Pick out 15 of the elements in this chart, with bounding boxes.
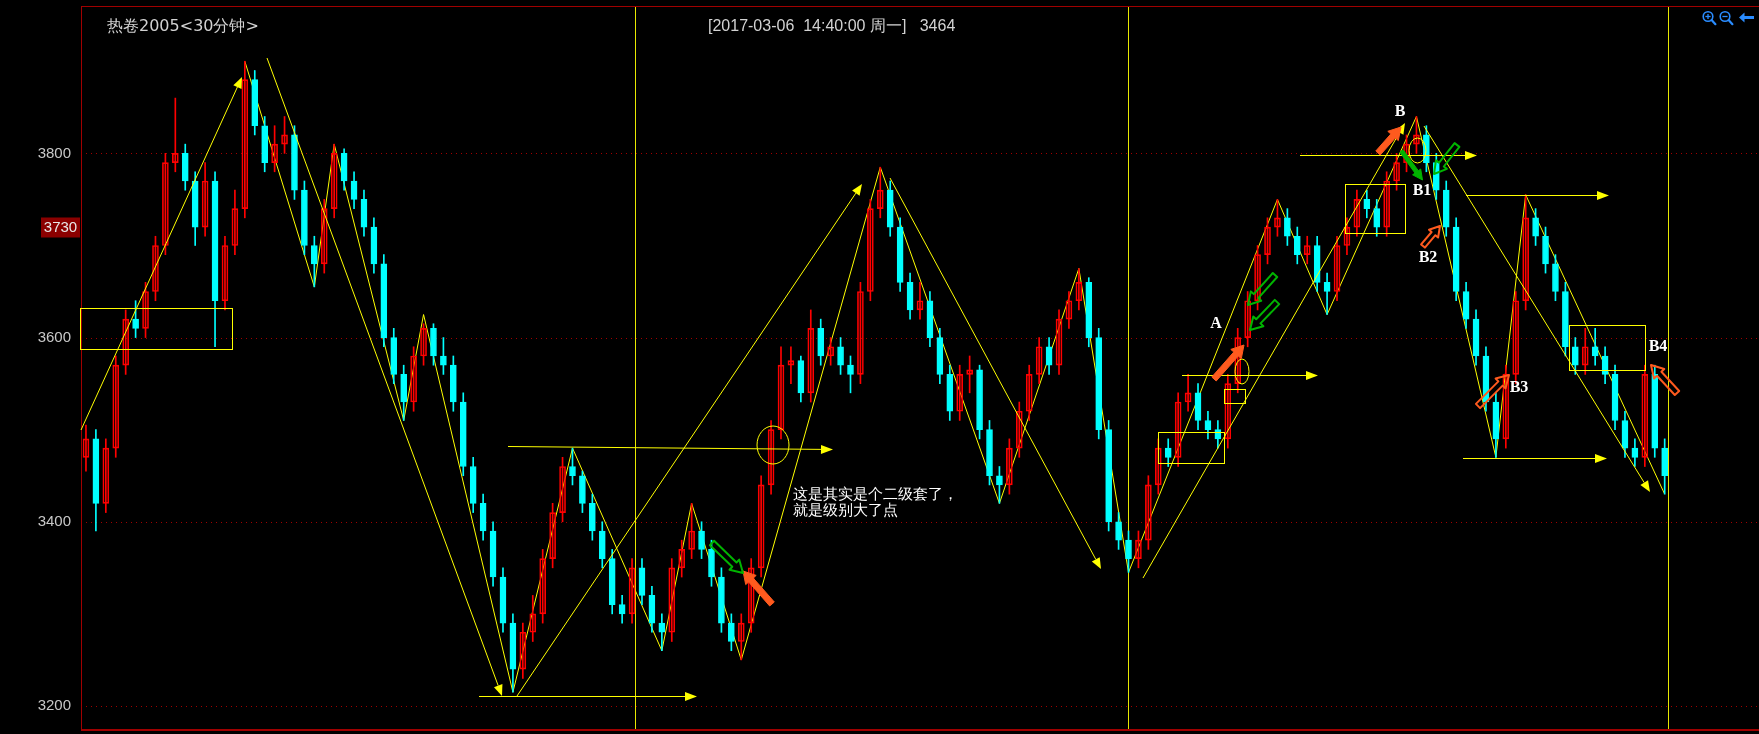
- text: [2017-03-06 14:40:00 周一] 3464: [708, 17, 956, 35]
- annotation: 这是其实是个二级套了，就是级别大了点: [793, 485, 958, 520]
- annotation: A: [1210, 314, 1223, 332]
- candlestick: [1591, 328, 1599, 366]
- annotation: B4: [1648, 337, 1668, 355]
- annotation: B3: [1509, 378, 1529, 396]
- y-tick-label: 3600: [37, 327, 71, 345]
- y-tick-label: 3800: [37, 143, 71, 161]
- text: 3730: [43, 217, 78, 235]
- y-tick-label: 3200: [37, 696, 71, 714]
- y-tick-label: 3400: [37, 511, 71, 529]
- annotation: B2: [1418, 248, 1438, 266]
- annotation: B1: [1412, 181, 1432, 199]
- text: 热卷2005<30分钟>: [107, 16, 259, 36]
- annotation: B: [1394, 102, 1406, 120]
